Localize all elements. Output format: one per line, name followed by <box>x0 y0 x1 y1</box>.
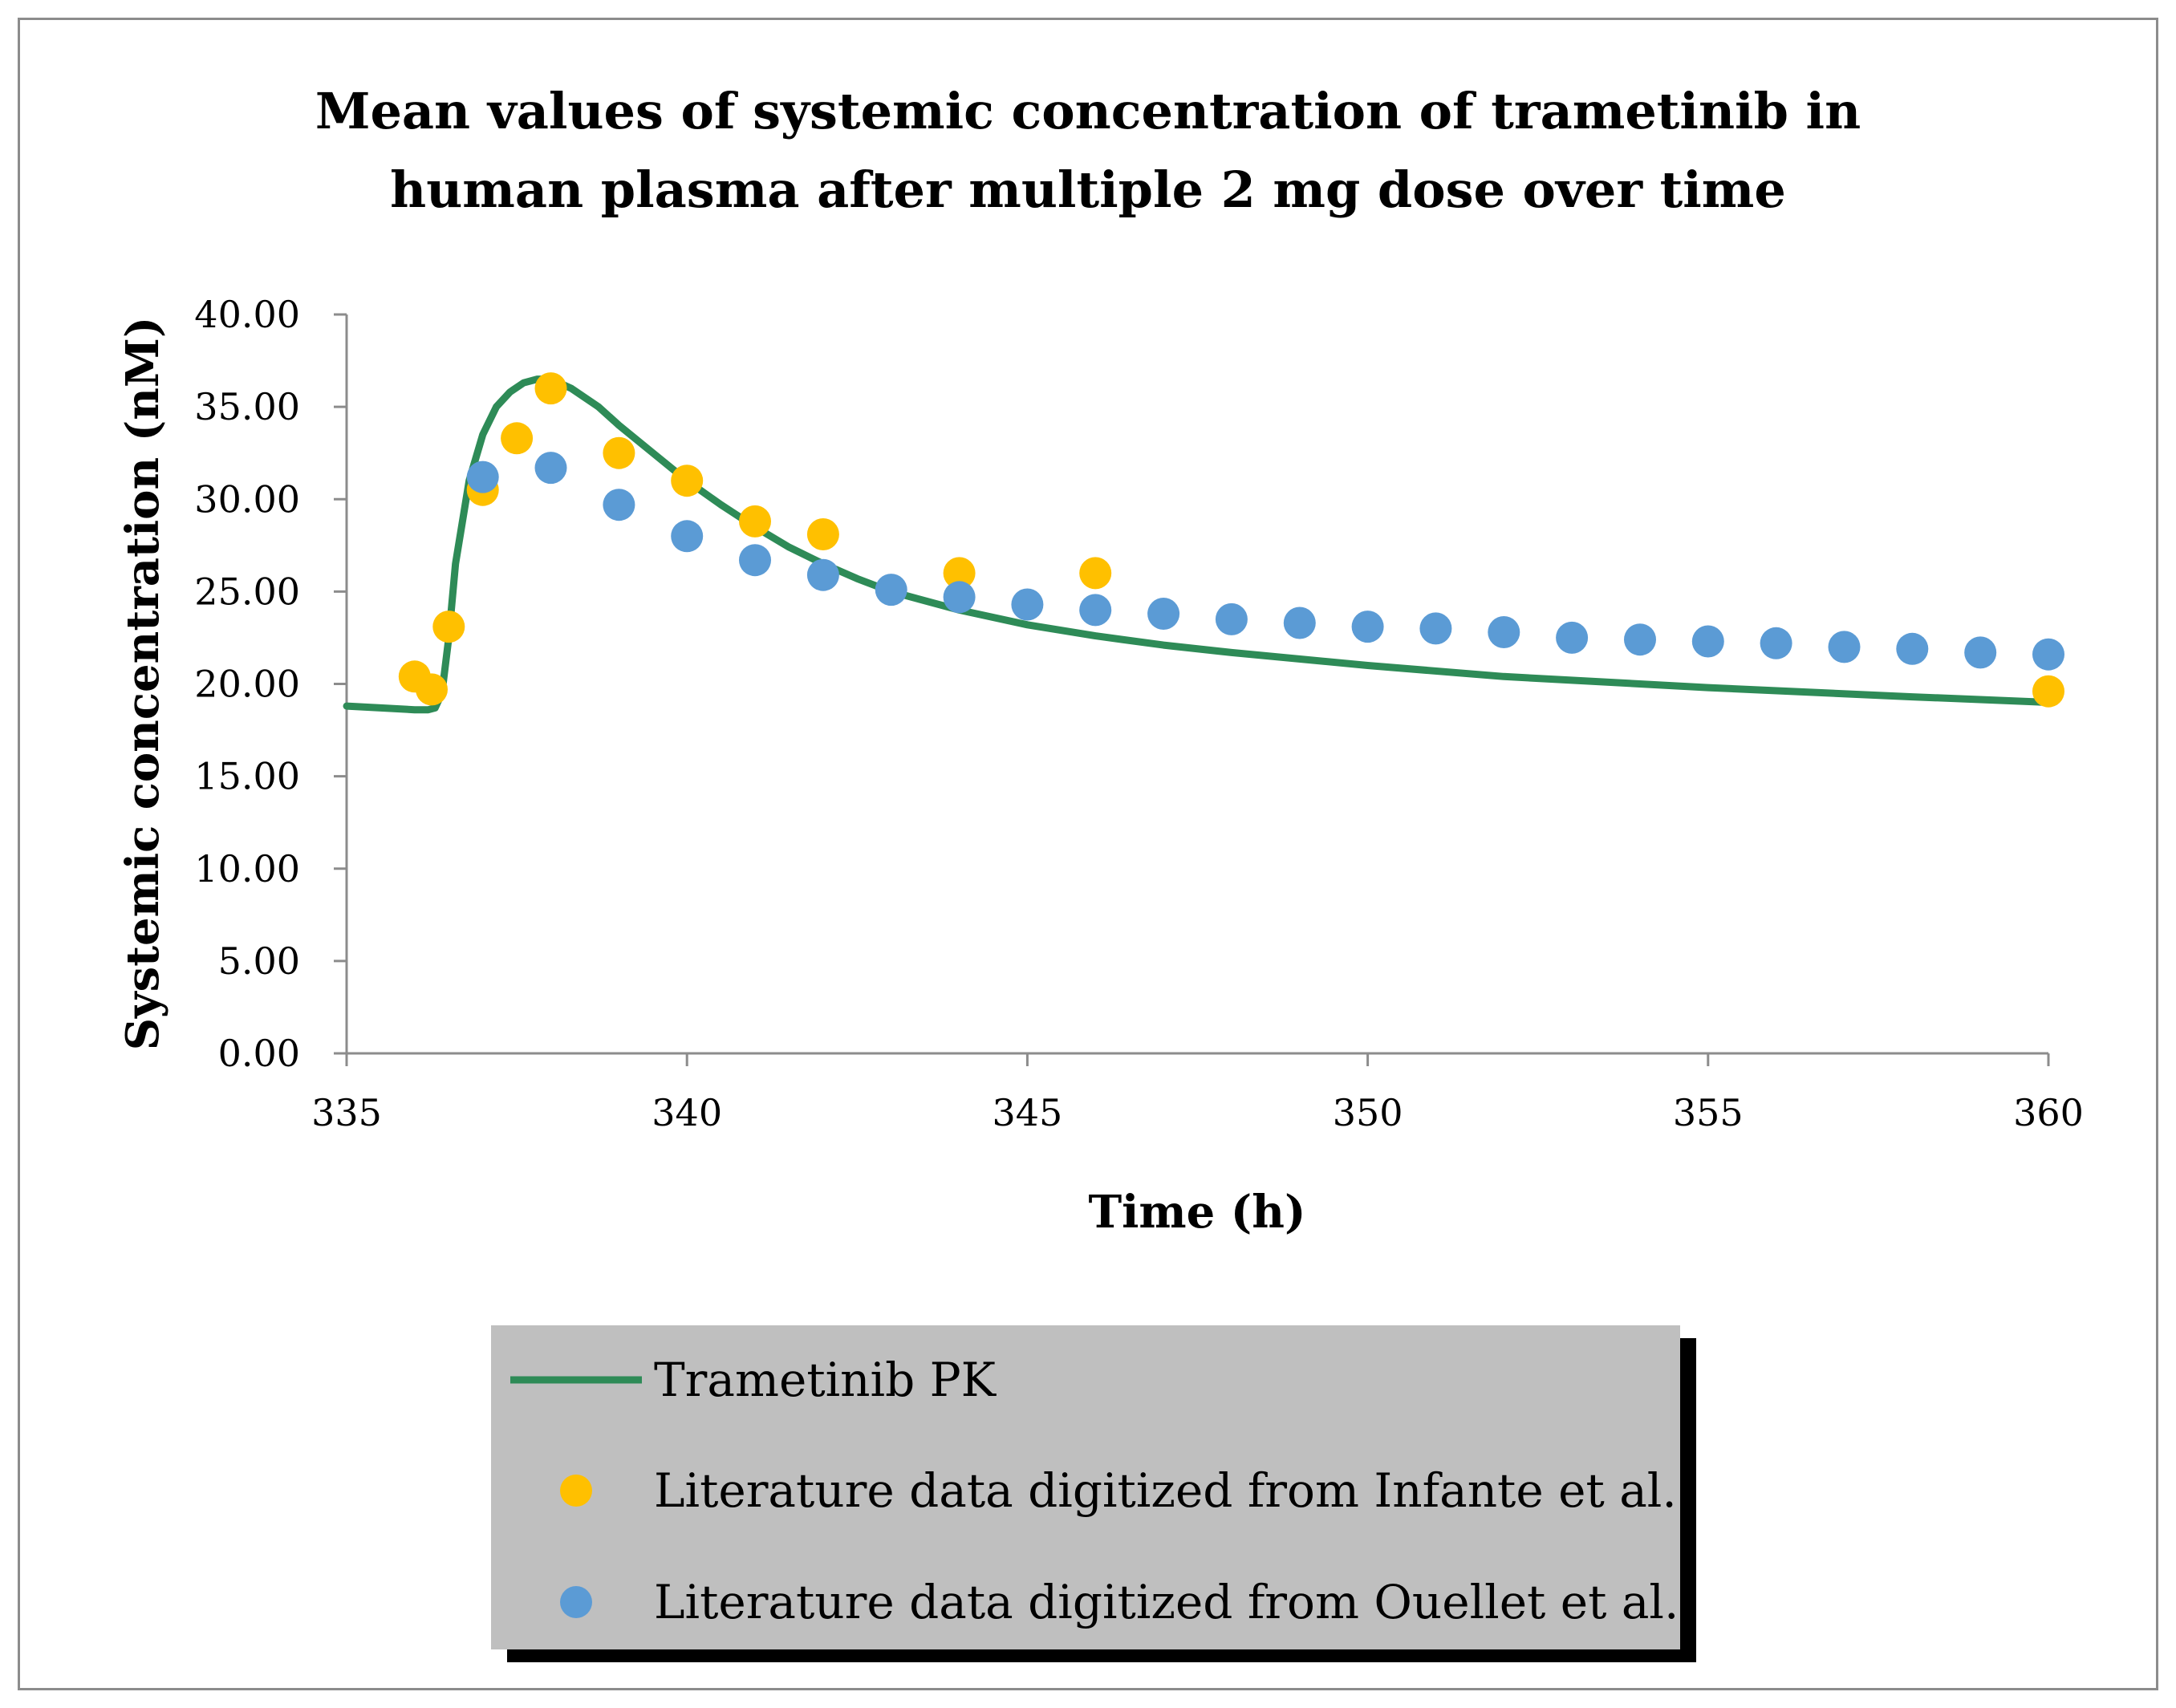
ouellet-data-point <box>1011 588 1044 621</box>
infante-data-point <box>2032 675 2064 708</box>
ouellet-data-point <box>603 489 635 521</box>
x-ticks: 335 340 345 350 355 360 <box>311 1053 2084 1134</box>
legend-swatch-infante <box>560 1475 592 1507</box>
y-ticks: 0.00 5.00 10.00 15.00 20.00 25.00 30.00 35.00 40… <box>194 293 347 1075</box>
ouellet-data-point <box>875 574 907 607</box>
legend-box <box>491 1325 1680 1649</box>
legend-label-infante: Literature data digitized from Infante e… <box>654 1463 1677 1518</box>
infante-data-point <box>1079 557 1112 590</box>
infante-data-point <box>603 436 635 469</box>
legend-label-ouellet: Literature data digitized from Ouellet e… <box>654 1575 1679 1629</box>
ouellet-data-point <box>1760 627 1792 659</box>
chart-title-line-1: Mean values of systemic concentration of… <box>315 82 1861 140</box>
x-tick-label: 340 <box>652 1091 722 1134</box>
ouellet-data-point <box>1624 623 1656 656</box>
series-infante-points <box>398 372 2064 708</box>
infante-data-point <box>416 673 448 706</box>
ouellet-data-point <box>1964 636 1997 669</box>
x-axis-title: Time (h) <box>1088 1186 1305 1239</box>
x-tick-label: 345 <box>992 1091 1062 1134</box>
legend-label-trametinib-pk: Trametinib PK <box>654 1353 997 1407</box>
ouellet-data-point <box>806 558 839 591</box>
x-tick-label: 355 <box>1673 1091 1744 1134</box>
ouellet-data-point <box>739 544 771 577</box>
ouellet-data-point <box>671 520 704 553</box>
ouellet-data-point <box>1691 625 1724 658</box>
infante-data-point <box>806 518 839 550</box>
series-line-trametinib-pk <box>343 375 2052 714</box>
infante-data-point <box>739 505 771 538</box>
y-tick-label: 40.00 <box>194 293 300 336</box>
ouellet-data-point <box>1828 631 1861 663</box>
y-tick-label: 35.00 <box>194 385 300 428</box>
y-tick-label: 15.00 <box>194 755 300 798</box>
ouellet-data-point <box>1351 611 1384 643</box>
y-tick-label: 10.00 <box>194 847 300 891</box>
y-tick-label: 20.00 <box>194 663 300 706</box>
infante-data-point <box>671 465 704 497</box>
y-tick-label: 0.00 <box>218 1032 300 1075</box>
plot-area <box>343 372 2064 714</box>
x-tick-label: 350 <box>1333 1091 1403 1134</box>
ouellet-data-point <box>1079 594 1112 627</box>
infante-data-point <box>534 372 567 405</box>
ouellet-data-point <box>534 452 567 485</box>
ouellet-data-point <box>1283 607 1316 639</box>
chart-title-line-2: human plasma after multiple 2 mg dose ov… <box>390 160 1786 219</box>
x-tick-label: 360 <box>2013 1091 2084 1134</box>
ouellet-data-point <box>466 460 499 493</box>
legend-swatch-ouellet <box>560 1586 592 1618</box>
y-tick-label: 5.00 <box>218 939 300 983</box>
axes <box>345 314 2048 1055</box>
legend: Trametinib PK Literature data digitized … <box>491 1325 1696 1662</box>
y-tick-label: 30.00 <box>194 477 300 521</box>
series-ouellet-points <box>466 452 2064 671</box>
ouellet-data-point <box>943 581 976 614</box>
ouellet-data-point <box>1556 621 1589 654</box>
ouellet-data-point <box>1488 616 1520 648</box>
infante-data-point <box>432 611 465 643</box>
ouellet-data-point <box>1419 612 1452 645</box>
y-tick-label: 25.00 <box>194 570 300 613</box>
ouellet-data-point <box>1215 602 1248 635</box>
y-axis-title: Systemic concentration (nM) <box>116 317 169 1051</box>
infante-data-point <box>943 557 976 590</box>
ouellet-data-point <box>1147 598 1180 630</box>
x-tick-label: 335 <box>311 1091 382 1134</box>
ouellet-data-point <box>2032 638 2064 671</box>
infante-data-point <box>501 422 534 455</box>
ouellet-data-point <box>1896 632 1929 665</box>
